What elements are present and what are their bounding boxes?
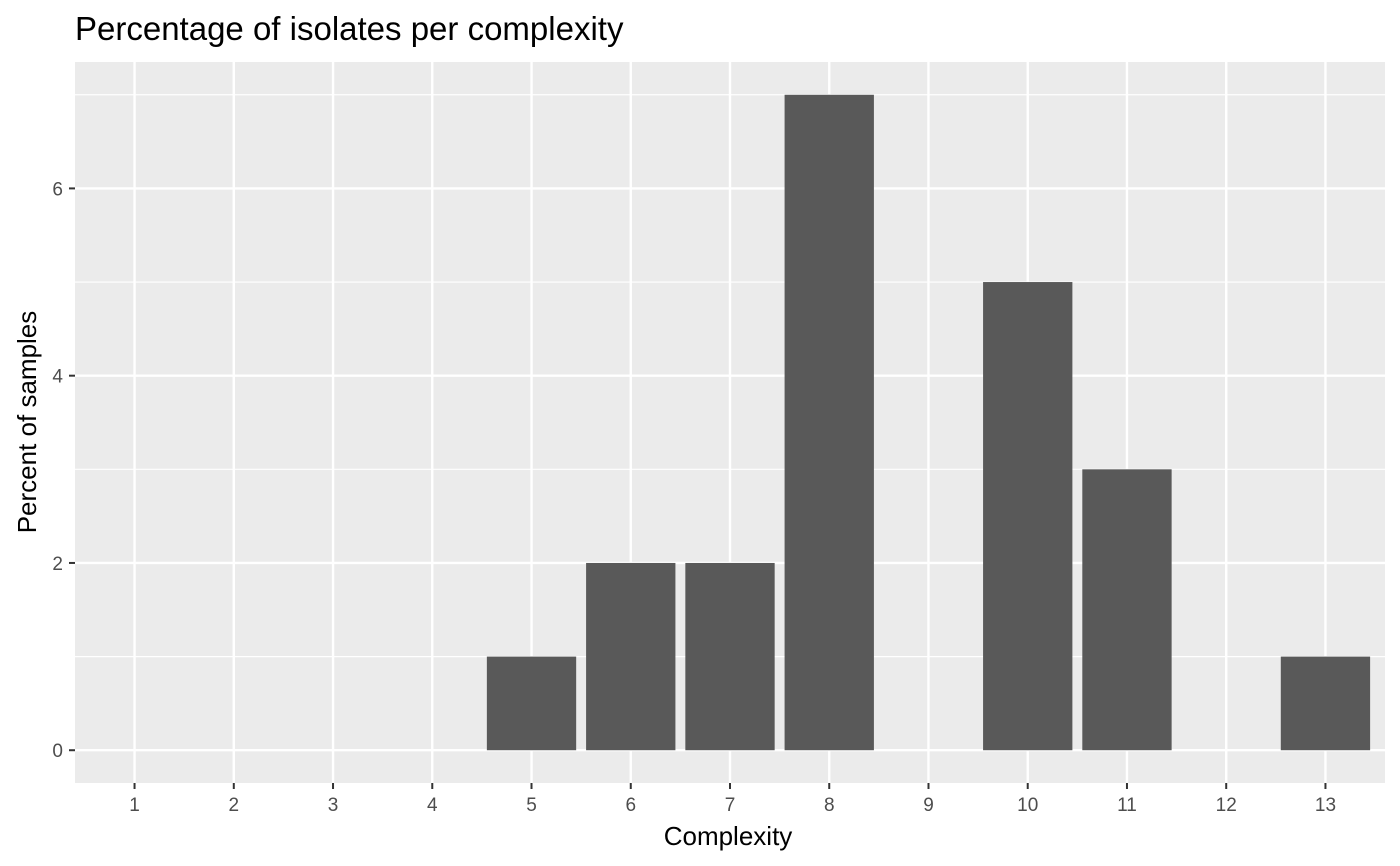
x-axis-title: Complexity xyxy=(664,821,793,851)
y-tick-label: 0 xyxy=(52,741,63,762)
bar-8 xyxy=(784,94,874,751)
x-axis: 1 2 3 4 5 6 7 8 9 10 11 12 13 xyxy=(129,783,1336,816)
bar-5 xyxy=(486,656,577,751)
x-tick-label: 6 xyxy=(625,795,636,816)
x-tick-label: 1 xyxy=(129,795,140,816)
x-tick-label: 12 xyxy=(1216,795,1237,816)
x-tick-label: 7 xyxy=(725,795,736,816)
y-tick-label: 2 xyxy=(52,554,63,575)
x-tick-label: 13 xyxy=(1315,795,1336,816)
bar-10 xyxy=(983,282,1073,751)
x-tick-label: 9 xyxy=(923,795,934,816)
x-tick-label: 3 xyxy=(328,795,339,816)
bar-11 xyxy=(1082,469,1172,751)
x-tick-label: 4 xyxy=(427,795,438,816)
y-axis-title: Percent of samples xyxy=(12,311,42,534)
bar-7 xyxy=(685,562,775,751)
bars xyxy=(486,94,1371,751)
x-tick-label: 8 xyxy=(824,795,835,816)
x-tick-label: 2 xyxy=(228,795,239,816)
x-tick-label: 11 xyxy=(1117,795,1137,816)
y-tick-label: 4 xyxy=(52,367,63,388)
chart-title: Percentage of isolates per complexity xyxy=(75,10,624,47)
bar-6 xyxy=(586,562,676,751)
x-tick-label: 10 xyxy=(1017,795,1038,816)
y-axis: 0 2 4 6 xyxy=(52,179,75,762)
bar-13 xyxy=(1280,656,1371,751)
x-tick-label: 5 xyxy=(526,795,537,816)
y-tick-label: 6 xyxy=(52,179,63,200)
